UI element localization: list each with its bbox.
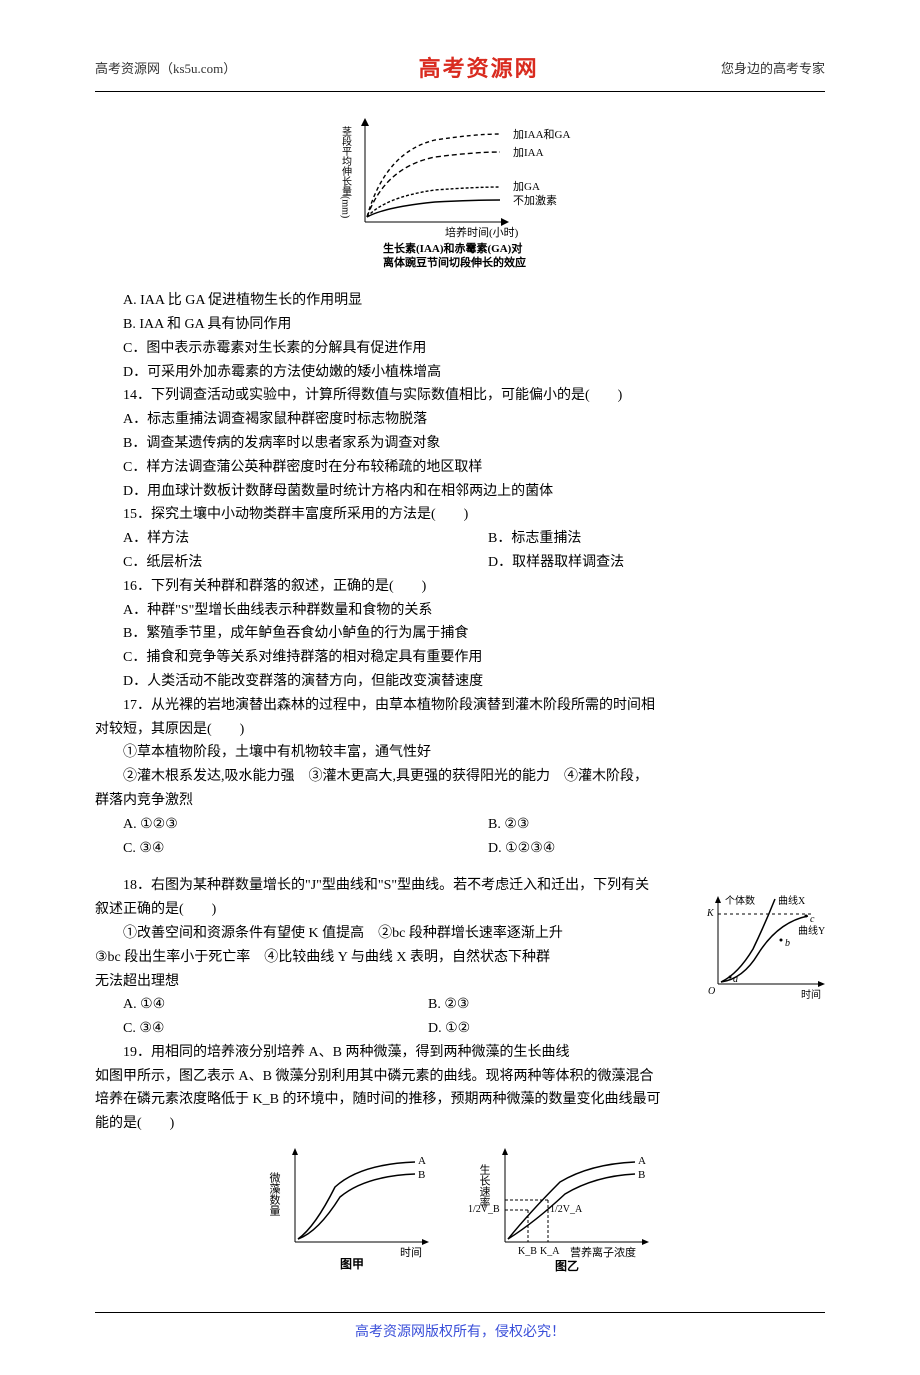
q18-block: 18．右图为某种群数量增长的"J"型曲线和"S"型曲线。若不考虑迁入和迁出，下列…	[95, 874, 825, 1041]
page-header: 高考资源网（ks5u.com） 高考资源网 您身边的高考专家	[95, 50, 825, 92]
svg-text:时间: 时间	[400, 1246, 422, 1259]
svg-text:B: B	[638, 1169, 645, 1181]
header-tagline: 您身边的高考专家	[721, 58, 825, 80]
q19-fig2: A B 1/2V_B 1/2V_A K_B K_A 生长速率 营养离子浓度 图乙	[460, 1142, 660, 1272]
q18-opt-c: C. ③④	[95, 1017, 400, 1041]
svg-text:茎段平均伸长量(mm): 茎段平均伸长量(mm)	[340, 126, 352, 218]
q18-figure: a b c K O 个体数 曲线X 曲线Y 时间	[703, 894, 833, 1004]
q15-opt-d: D．取样器取样调查法	[460, 551, 825, 575]
svg-text:O: O	[708, 986, 715, 997]
svg-text:时间: 时间	[801, 988, 821, 1001]
q19-stem1: 19．用相同的培养液分别培养 A、B 两种微藻，得到两种微藻的生长曲线	[95, 1041, 825, 1065]
q16-opt-c: C．捕食和竞争等关系对维持群落的相对稳定具有重要作用	[95, 646, 825, 670]
q18-opt-b: B. ②③	[400, 993, 705, 1017]
q13-opt-a: A. IAA 比 GA 促进植物生长的作用明显	[95, 289, 825, 313]
q16-opt-d: D．人类活动不能改变群落的演替方向，但能改变演替速度	[95, 670, 825, 694]
q17-opt-b: B. ②③	[460, 813, 825, 837]
q17-stem2: 对较短，其原因是( )	[95, 718, 825, 742]
q15-stem: 15．探究土壤中小动物类群丰富度所采用的方法是( )	[95, 503, 825, 527]
q16-stem: 16．下列有关种群和群落的叙述，正确的是( )	[95, 575, 825, 599]
svg-text:1/2V_A: 1/2V_A	[550, 1204, 583, 1215]
svg-text:加GA: 加GA	[513, 180, 540, 193]
svg-text:B: B	[418, 1169, 425, 1181]
q19-figures: A B 微藻数量 时间 图甲 A B 1/2V_B 1/2V_A K_B K_A…	[95, 1142, 825, 1272]
svg-text:微藻数量: 微藻数量	[268, 1171, 281, 1216]
svg-text:离体豌豆节间切段伸长的效应: 离体豌豆节间切段伸长的效应	[383, 255, 526, 269]
svg-text:曲线X: 曲线X	[778, 894, 806, 907]
svg-text:K_A: K_A	[540, 1246, 560, 1257]
svg-text:K_B: K_B	[518, 1246, 537, 1257]
q19-stem3: 培养在磷元素浓度略低于 K_B 的环境中，随时间的推移，预期两种微藻的数量变化曲…	[95, 1088, 825, 1112]
svg-text:加IAA和GA: 加IAA和GA	[513, 128, 570, 141]
svg-text:加IAA: 加IAA	[513, 146, 544, 159]
q14-opt-d: D．用血球计数板计数酵母菌数量时统计方格内和在相邻两边上的菌体	[95, 480, 825, 504]
q15-opt-b: B．标志重捕法	[460, 527, 825, 551]
q14-opt-a: A．标志重捕法调查褐家鼠种群密度时标志物脱落	[95, 408, 825, 432]
q17-l1: ①草本植物阶段，土壤中有机物较丰富，通气性好	[95, 741, 825, 765]
svg-text:A: A	[638, 1155, 646, 1167]
svg-text:b: b	[785, 938, 790, 949]
svg-text:图乙: 图乙	[555, 1259, 579, 1272]
svg-text:不加激素: 不加激素	[513, 193, 557, 207]
q17-opt-a: A. ①②③	[95, 813, 460, 837]
svg-text:生长速率: 生长速率	[478, 1163, 491, 1209]
q14-opt-b: B．调查某遗传病的发病率时以患者家系为调查对象	[95, 432, 825, 456]
q17-l2: ②灌木根系发达,吸水能力强 ③灌木更高大,具更强的获得阳光的能力 ④灌木阶段，	[95, 765, 825, 789]
svg-text:K: K	[706, 908, 715, 919]
q15-opt-a: A．样方法	[95, 527, 460, 551]
svg-text:培养时间(小时): 培养时间(小时)	[445, 225, 519, 239]
page-footer: 高考资源网版权所有，侵权必究！	[95, 1312, 825, 1345]
q13-opt-d: D．可采用外加赤霉素的方法使幼嫩的矮小植株增高	[95, 361, 825, 385]
q13-opt-b: B. IAA 和 GA 具有协同作用	[95, 313, 825, 337]
svg-text:个体数: 个体数	[725, 894, 755, 907]
svg-text:营养离子浓度: 营养离子浓度	[570, 1245, 636, 1259]
q19-stem4: 能的是( )	[95, 1112, 825, 1136]
q17-l3: 群落内竞争激烈	[95, 789, 825, 813]
header-site: 高考资源网（ks5u.com）	[95, 58, 236, 80]
svg-text:A: A	[418, 1155, 426, 1167]
q17-stem1: 17．从光裸的岩地演替出森林的过程中，由草本植物阶段演替到灌木阶段所需的时间相	[95, 694, 825, 718]
q17-opt-c: C. ③④	[95, 837, 460, 861]
svg-text:a: a	[733, 974, 738, 985]
q18-opt-a: A. ①④	[95, 993, 400, 1017]
q16-opt-a: A．种群"S"型增长曲线表示种群数量和食物的关系	[95, 599, 825, 623]
q14-stem: 14．下列调查活动或实验中，计算所得数值与实际数值相比，可能偏小的是( )	[95, 384, 825, 408]
q13-opt-c: C．图中表示赤霉素对生长素的分解具有促进作用	[95, 337, 825, 361]
q18-opt-d: D. ①②	[400, 1017, 705, 1041]
q15-opt-c: C．纸层析法	[95, 551, 460, 575]
q16-opt-b: B．繁殖季节里，成年鲈鱼吞食幼小鲈鱼的行为属于捕食	[95, 622, 825, 646]
svg-text:c: c	[810, 914, 815, 925]
svg-text:图甲: 图甲	[340, 1257, 364, 1271]
header-title: 高考资源网	[236, 50, 721, 87]
q19-stem2: 如图甲所示，图乙表示 A、B 微藻分别利用其中磷元素的曲线。现将两种等体积的微藻…	[95, 1065, 825, 1089]
svg-text:曲线Y: 曲线Y	[798, 924, 825, 937]
fig-hormone-chart: 加IAA和GA 加IAA 加GA 不加激素 培养时间(小时) 茎段平均伸长量(m…	[95, 112, 825, 281]
q19-fig1: A B 微藻数量 时间 图甲	[260, 1142, 440, 1272]
svg-text:生长素(IAA)和赤霉素(GA)对: 生长素(IAA)和赤霉素(GA)对	[383, 241, 522, 255]
q14-opt-c: C．样方法调查蒲公英种群密度时在分布较稀疏的地区取样	[95, 456, 825, 480]
q17-opt-d: D. ①②③④	[460, 837, 825, 861]
